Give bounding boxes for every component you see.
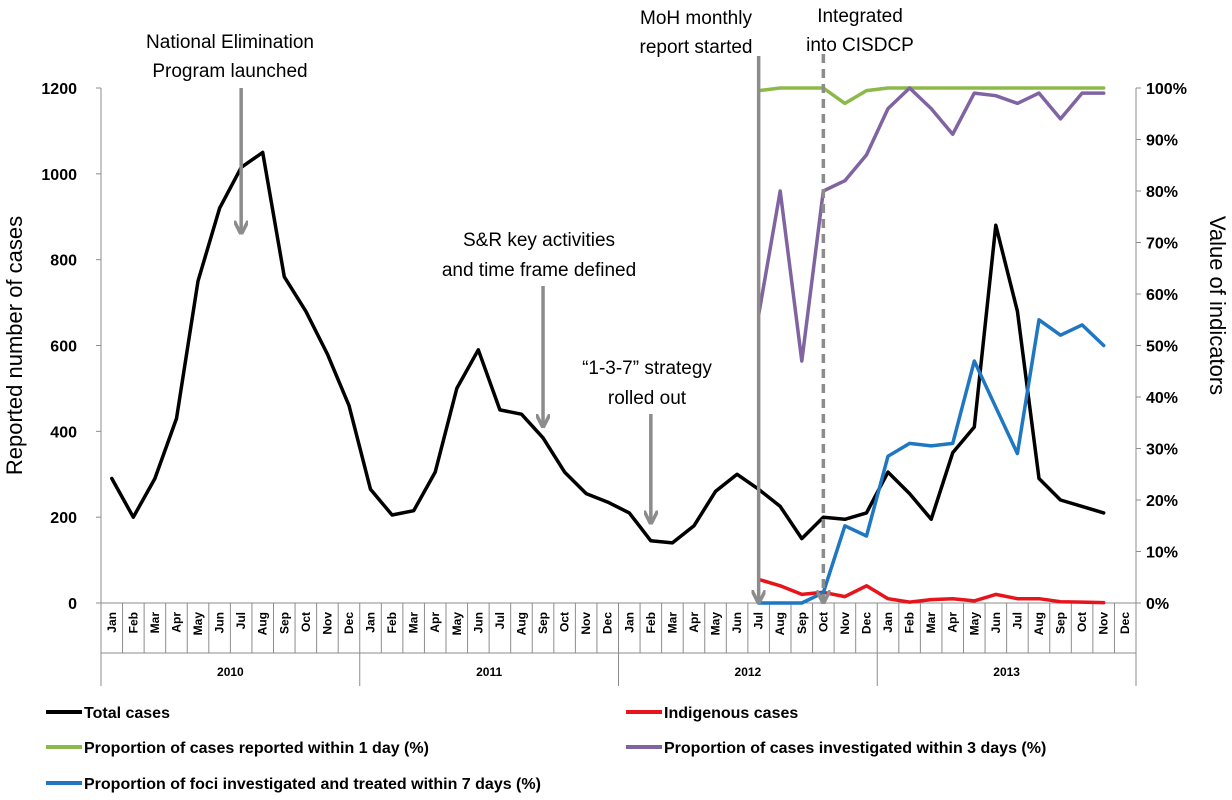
right-tick-label: 90% (1146, 133, 1178, 150)
right-tick-label: 20% (1146, 493, 1178, 510)
legend-label: Proportion of cases investigated within … (664, 740, 1046, 757)
month-tick-label: Jul (752, 612, 766, 629)
series-line-proportion-of-cases-investigated-within-3-days (756, 86, 1106, 363)
month-tick-label: Nov (320, 612, 334, 635)
right-tick-label: 60% (1146, 287, 1178, 304)
annotation-text: into CISDCP (806, 35, 914, 56)
left-axis-title: Reported number of cases (2, 216, 27, 475)
month-tick-label: Nov (838, 612, 852, 635)
month-tick-label: Sep (277, 612, 291, 634)
month-tick-label: Apr (687, 612, 701, 633)
month-tick-label: Dec (342, 612, 356, 634)
left-tick-label: 200 (50, 510, 77, 527)
month-tick-label: Oct (1075, 612, 1089, 632)
month-tick-label: Mar (924, 612, 938, 634)
month-tick-label: Dec (1118, 612, 1132, 634)
month-tick-label: Jan (881, 612, 895, 633)
annotation-text: Program launched (152, 61, 307, 82)
month-tick-label: Jun (730, 612, 744, 633)
month-tick-label: Aug (256, 612, 270, 635)
annotation-text: and time frame defined (442, 260, 636, 281)
annotation-text: National Elimination (146, 32, 314, 53)
month-tick-label: Jun (213, 612, 227, 633)
month-tick-label: Apr (946, 612, 960, 633)
legend-label: Proportion of foci investigated and trea… (84, 776, 541, 793)
month-tick-label: Aug (1032, 612, 1046, 635)
annotation-text: S&R key activities (463, 230, 615, 251)
right-tick-label: 10% (1146, 545, 1178, 562)
left-tick-label: 0 (68, 596, 77, 613)
right-tick-label: 70% (1146, 236, 1178, 253)
month-tick-label: May (450, 612, 464, 636)
month-tick-label: Apr (428, 612, 442, 633)
series-line-proportion-of-foci-investigated-and-treated-within-7-days (756, 318, 1106, 605)
right-tick-label: 30% (1146, 442, 1178, 459)
annotation-text: Integrated (817, 6, 903, 27)
right-tick-label: 80% (1146, 184, 1178, 201)
left-tick-label: 400 (50, 424, 77, 441)
month-tick-label: Aug (514, 612, 528, 635)
left-tick-label: 600 (50, 339, 77, 356)
month-tick-label: May (967, 612, 981, 636)
month-tick-label: Nov (579, 612, 593, 635)
series-line-total-cases (110, 150, 1106, 545)
legend-label: Indigenous cases (664, 705, 798, 722)
month-tick-label: Jan (622, 612, 636, 633)
month-tick-label: Aug (773, 612, 787, 635)
right-tick-label: 40% (1146, 390, 1178, 407)
month-tick-label: May (191, 612, 205, 636)
month-tick-label: Feb (644, 612, 658, 633)
month-tick-label: Sep (1054, 612, 1068, 634)
month-tick-label: Mar (665, 612, 679, 634)
legend-label: Proportion of cases reported within 1 da… (84, 740, 429, 757)
right-axis-title: Value of indicators (1205, 216, 1230, 395)
annotation-text: “1-3-7” strategy (582, 358, 712, 379)
month-tick-label: Jul (493, 612, 507, 629)
month-tick-label: Nov (1097, 612, 1111, 635)
month-tick-label: Jun (471, 612, 485, 633)
annotation-text: MoH monthly (640, 8, 752, 29)
series-line-indigenous-cases (756, 577, 1106, 605)
year-label: 2011 (476, 665, 502, 679)
month-tick-label: Jan (105, 612, 119, 633)
month-tick-label: Oct (299, 612, 313, 632)
year-label: 2013 (993, 665, 1020, 679)
series-line-proportion-of-cases-reported-within-1-day (756, 86, 1106, 106)
right-tick-label: 50% (1146, 339, 1178, 356)
left-tick-label: 1000 (41, 167, 77, 184)
month-tick-label: Dec (601, 612, 615, 634)
month-tick-label: Mar (407, 612, 421, 634)
month-tick-label: Jan (364, 612, 378, 633)
right-tick-label: 0% (1146, 596, 1169, 613)
month-tick-label: Sep (536, 612, 550, 634)
annotation-text: rolled out (608, 388, 687, 409)
annotation-text: report started (640, 37, 753, 58)
left-tick-label: 800 (50, 253, 77, 270)
month-tick-label: Mar (148, 612, 162, 634)
month-tick-label: Jul (1010, 612, 1024, 629)
month-tick-label: Feb (903, 612, 917, 633)
month-tick-label: May (709, 612, 723, 636)
month-tick-label: Apr (169, 612, 183, 633)
month-tick-label: Feb (126, 612, 140, 633)
left-tick-label: 1200 (41, 81, 77, 98)
year-label: 2012 (735, 665, 762, 679)
month-tick-label: Dec (859, 612, 873, 634)
month-tick-label: Jul (234, 612, 248, 629)
month-tick-label: Jun (989, 612, 1003, 633)
month-tick-label: Oct (816, 612, 830, 632)
legend-label: Total cases (84, 705, 170, 722)
month-tick-label: Feb (385, 612, 399, 633)
month-tick-label: Oct (558, 612, 572, 632)
right-tick-label: 100% (1146, 81, 1187, 98)
year-label: 2010 (217, 665, 244, 679)
month-tick-label: Sep (795, 612, 809, 634)
